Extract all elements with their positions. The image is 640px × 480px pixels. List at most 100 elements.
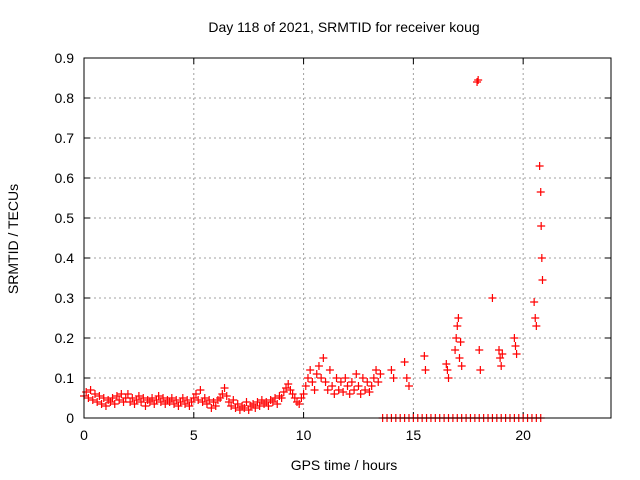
data-point [345,390,354,398]
data-point [187,398,196,406]
data-point [167,394,176,402]
data-point [321,378,330,386]
data-point [112,392,121,400]
y-tick-label: 0.6 [55,170,75,186]
data-point [301,382,310,390]
data-point [531,314,540,322]
x-tick-label: 20 [515,427,531,443]
data-point [216,394,225,402]
x-tick-label: 15 [406,427,422,443]
data-point [328,382,337,390]
data-point [176,398,185,406]
data-point [476,366,485,374]
data-point [332,374,341,382]
data-point [350,386,359,394]
data-point [376,370,385,378]
data-point [130,400,139,408]
data-point [454,314,463,322]
data-point [474,76,483,84]
data-point [104,396,113,404]
data-point [363,378,372,386]
data-point [154,392,163,400]
data-point [196,386,205,394]
data-point [511,342,520,350]
data-point [317,374,326,382]
data-point [132,396,141,404]
data-point [240,404,249,412]
data-point [106,398,115,406]
data-point [358,374,367,382]
data-point [292,398,301,406]
data-point [497,362,506,370]
data-point [218,390,227,398]
data-point [451,346,460,354]
data-point [233,400,242,408]
data-point [334,386,343,394]
data-point [452,334,461,342]
data-point [354,382,363,390]
data-point [496,354,505,362]
data-point [372,366,381,374]
data-point [211,402,220,410]
data-point [249,400,258,408]
data-point [238,402,247,410]
data-point [213,396,222,404]
data-point [498,350,507,358]
data-point [101,402,110,410]
data-point [159,394,168,402]
x-tick-label: 10 [296,427,312,443]
data-point [178,394,187,402]
axis-ticks: 0 0.1 0.2 0.3 0.4 0.5 0.6 0.7 0.8 0.9 0 5 10 15 20 [55,50,611,443]
data-point [356,390,365,398]
data-point [227,402,236,410]
data-point [97,400,106,408]
data-point [420,352,429,360]
data-point [86,386,95,394]
data-point [537,254,546,262]
y-tick-label: 0.5 [55,210,75,226]
y-tick-label: 0 [66,410,74,426]
y-tick-label: 0.3 [55,290,75,306]
data-point [535,162,544,170]
data-point [303,374,312,382]
y-tick-label: 0.9 [55,50,75,66]
data-point [152,396,161,404]
data-point [288,390,297,398]
data-point [488,294,497,302]
data-point [312,370,321,378]
data-point [453,322,462,330]
data-point [343,382,352,390]
data-point [442,360,451,368]
data-point [84,394,93,402]
data-point [198,398,207,406]
data-point [275,392,284,400]
data-point [170,400,179,408]
data-point [222,392,231,400]
data-point [260,400,269,408]
data-point [306,366,315,374]
data-point [137,398,146,406]
data-point [257,396,266,404]
data-point [194,396,203,404]
y-tick-label: 0.2 [55,330,75,346]
gridlines [84,58,611,418]
data-point [143,396,152,404]
data-point [325,366,334,374]
data-points [80,76,547,422]
data-point [165,398,174,406]
data-point [253,398,262,406]
data-point [336,378,345,386]
data-point [191,390,200,398]
data-point [314,362,323,370]
data-point [172,396,181,404]
data-point [297,394,306,402]
y-tick-label: 0.1 [55,370,75,386]
data-point [150,400,159,408]
data-point [110,400,119,408]
data-point [282,384,291,392]
y-tick-label: 0.4 [55,250,75,266]
data-point [99,394,108,402]
data-point [220,384,229,392]
data-point [205,396,214,404]
